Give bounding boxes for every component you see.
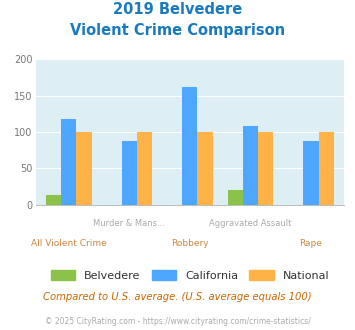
Bar (46, 195, 61, 205)
Bar (197, 132, 213, 205)
Text: All Violent Crime: All Violent Crime (31, 239, 107, 248)
Bar (76, 132, 92, 205)
Bar (228, 190, 243, 205)
Bar (258, 132, 273, 205)
Text: Aggravated Assault: Aggravated Assault (209, 219, 292, 228)
Bar (182, 87, 197, 205)
Text: Robbery: Robbery (171, 239, 209, 248)
Legend: Belvedere, California, National: Belvedere, California, National (46, 265, 334, 285)
Bar (137, 132, 152, 205)
Bar (319, 132, 334, 205)
Text: Rape: Rape (300, 239, 322, 248)
Text: © 2025 CityRating.com - https://www.cityrating.com/crime-statistics/: © 2025 CityRating.com - https://www.city… (45, 317, 310, 326)
Bar (304, 142, 319, 205)
Text: 2019 Belvedere: 2019 Belvedere (113, 2, 242, 16)
Text: Compared to U.S. average. (U.S. average equals 100): Compared to U.S. average. (U.S. average … (43, 292, 312, 302)
Text: Violent Crime Comparison: Violent Crime Comparison (70, 23, 285, 38)
Text: Murder & Mans...: Murder & Mans... (93, 219, 165, 228)
Bar (122, 142, 137, 205)
Bar (243, 126, 258, 205)
Bar (61, 119, 76, 205)
